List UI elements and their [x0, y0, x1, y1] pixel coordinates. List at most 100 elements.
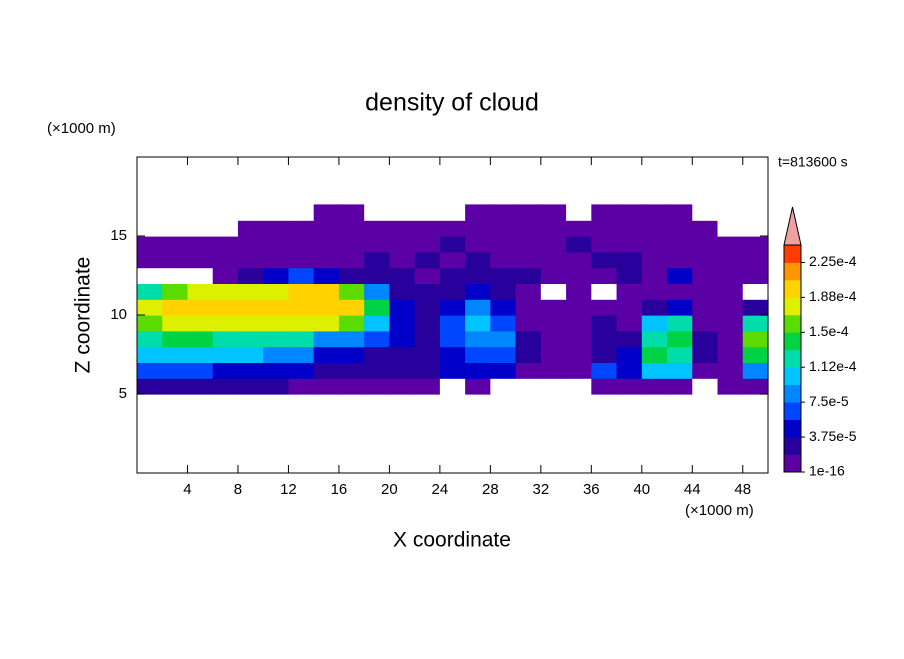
contour-cell	[692, 362, 719, 379]
contour-cell	[338, 378, 365, 395]
contour-cell	[187, 267, 214, 284]
contour-cell	[641, 378, 668, 395]
contour-cell	[187, 220, 214, 237]
contour-cell	[364, 299, 390, 316]
contour-cell	[667, 220, 693, 237]
contour-cell	[162, 236, 189, 253]
contour-cell	[465, 330, 491, 348]
x-tick-label: 40	[633, 481, 650, 498]
contour-cell	[667, 378, 693, 395]
contour-cell	[263, 346, 290, 363]
annotation: t=813600 s	[778, 154, 848, 170]
contour-cell	[187, 299, 214, 316]
contour-cell	[717, 315, 744, 332]
contour-cell	[338, 315, 365, 332]
contour-cell	[364, 362, 390, 379]
contour-cell	[414, 220, 441, 237]
contour-cell	[338, 236, 365, 253]
contour-cell	[616, 267, 643, 284]
contour-cell	[515, 330, 542, 348]
colorbar-tick-label: 1e-16	[809, 463, 845, 479]
contour-cell	[717, 299, 744, 316]
contour-cell	[364, 204, 390, 221]
contour-cell	[742, 220, 769, 237]
contour-cell	[667, 330, 693, 348]
contour-cell	[566, 267, 592, 284]
contour-cell	[641, 283, 668, 300]
contour-cell	[540, 283, 567, 300]
contour-cell	[288, 204, 315, 221]
contour-cell	[515, 236, 542, 253]
contour-cell	[692, 267, 719, 284]
contour-cell	[692, 251, 719, 269]
contour-cell	[439, 346, 466, 363]
x-tick-label: 12	[280, 481, 297, 498]
contour-cell	[515, 251, 542, 269]
contour-cell	[641, 362, 668, 379]
contour-cell	[439, 251, 466, 269]
contour-cell	[212, 362, 239, 379]
contour-cell	[591, 283, 618, 300]
x-tick-label: 48	[734, 481, 751, 498]
contour-cell	[137, 267, 163, 284]
contour-cell	[566, 283, 592, 300]
colorbar-band	[784, 454, 801, 473]
contour-cell	[742, 315, 769, 332]
colorbar-tick-label: 1.88e-4	[809, 288, 857, 304]
contour-cell	[515, 283, 542, 300]
contour-cell	[237, 204, 264, 221]
contour-cell	[566, 346, 592, 363]
colorbar-band	[784, 384, 801, 403]
colorbar-band	[784, 367, 801, 386]
chart-title: density of cloud	[365, 89, 539, 117]
x-axis-label: X coordinate	[393, 529, 511, 552]
contour-cell	[616, 204, 643, 221]
contour-cell	[591, 236, 618, 253]
contour-cell	[338, 330, 365, 348]
contour-cell	[490, 236, 517, 253]
contour-cell	[591, 315, 618, 332]
contour-cell	[515, 220, 542, 237]
contour-cell	[313, 267, 340, 284]
contour-cell	[490, 299, 517, 316]
contour-cell	[414, 283, 441, 300]
contour-cell	[364, 283, 390, 300]
contour-cell	[364, 267, 390, 284]
contour-cell	[717, 378, 744, 395]
contour-cell	[490, 330, 517, 348]
contour-cell	[212, 330, 239, 348]
contour-cell	[566, 378, 592, 395]
contour-cell	[692, 283, 719, 300]
colorbar-band	[784, 437, 801, 455]
contour-cell	[389, 346, 416, 363]
contour-cell	[515, 346, 542, 363]
contour-cell	[137, 283, 163, 300]
x-tick-label: 24	[432, 481, 449, 498]
contour-cell	[187, 378, 214, 395]
contour-cell	[717, 204, 744, 221]
contour-cell	[717, 267, 744, 284]
contour-cell	[313, 204, 340, 221]
contour-cell	[465, 267, 491, 284]
contour-cell	[465, 251, 491, 269]
contour-cell	[667, 362, 693, 379]
contour-cell	[717, 220, 744, 237]
contour-cell	[338, 220, 365, 237]
contour-cell	[414, 204, 441, 221]
contour-cell	[162, 251, 189, 269]
contour-cell	[263, 283, 290, 300]
contour-cell	[313, 236, 340, 253]
contour-cell	[237, 283, 264, 300]
contour-cell	[237, 299, 264, 316]
contour-cell	[515, 378, 542, 395]
contour-cell	[465, 204, 491, 221]
contour-cell	[187, 346, 214, 363]
contour-cell	[616, 283, 643, 300]
contour-cell	[566, 362, 592, 379]
contour-cell	[237, 251, 264, 269]
colorbar-band	[784, 349, 801, 368]
contour-cell	[288, 299, 315, 316]
contour-cell	[742, 251, 769, 269]
contour-cell	[212, 299, 239, 316]
y-tick-label: 10	[110, 306, 127, 323]
